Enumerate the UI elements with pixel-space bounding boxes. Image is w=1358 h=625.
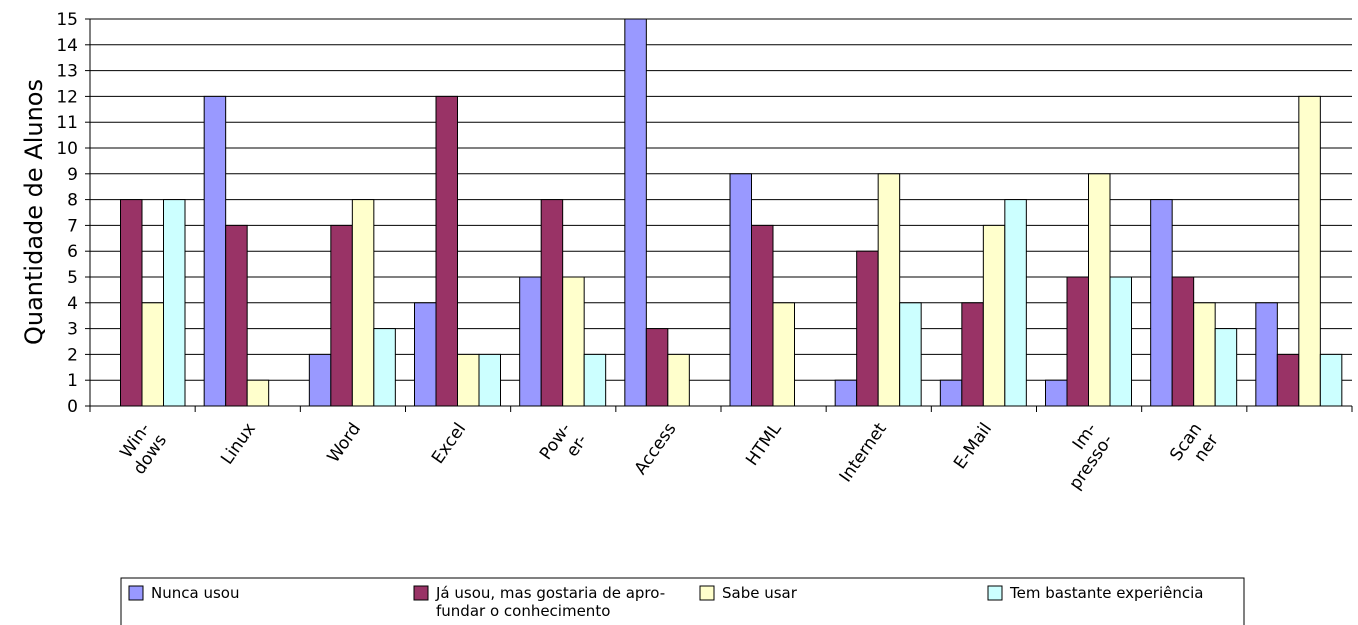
x-category-label: Im-presso-: [1049, 419, 1118, 493]
y-tick-label: 11: [56, 113, 78, 133]
x-category-label: Linux: [217, 419, 260, 468]
y-tick-label: 9: [67, 165, 78, 185]
legend-swatch: [413, 585, 429, 601]
bar: [961, 302, 984, 407]
y-tick-label: 5: [67, 268, 78, 288]
bar: [645, 328, 669, 407]
bar: [939, 379, 963, 407]
legend-frame: [120, 577, 1245, 625]
bar: [1109, 276, 1132, 407]
bar: [246, 379, 270, 407]
bar: [1171, 276, 1195, 407]
bar: [1004, 199, 1027, 407]
grid-lines: [90, 18, 1352, 381]
legend-label: Tem bastante experiência: [1009, 584, 1203, 602]
legend: Nunca usou Já usou, mas gostaria de apro-…: [120, 577, 1245, 625]
bar: [1298, 95, 1321, 407]
legend-swatch: [699, 585, 715, 601]
y-tick-label: 6: [67, 242, 78, 262]
y-tick-label: 15: [56, 10, 78, 30]
bar: [457, 353, 480, 407]
bar: [120, 199, 143, 407]
bar: [351, 199, 375, 407]
bar: [1150, 199, 1173, 407]
bar: [1319, 353, 1343, 407]
bar: [225, 224, 248, 407]
y-tick-label: 2: [67, 345, 78, 365]
y-axis-label: Quantidade de Alunos: [20, 79, 48, 345]
bar: [519, 276, 542, 407]
x-category-labels: Win-dows Linux Word Excel Pow-er- Access HTML I…: [113, 419, 1222, 494]
x-category-label: Win-dows: [113, 419, 171, 478]
bar: [1066, 276, 1089, 407]
x-category-label: Excel: [428, 419, 470, 467]
bar: [540, 199, 564, 407]
bar: [877, 173, 901, 407]
bar: [203, 95, 227, 407]
y-tick-label: 3: [67, 320, 78, 340]
bars: [120, 18, 1343, 407]
bar: [729, 173, 752, 407]
bar: [899, 302, 922, 407]
bar: [478, 353, 501, 407]
bar: [562, 276, 585, 407]
x-category-label: Word: [324, 419, 365, 466]
bar: [834, 379, 858, 407]
bar: [330, 224, 353, 407]
x-category-label: Access: [631, 419, 681, 478]
x-category-label: E-Mail: [950, 419, 996, 473]
bar: [1045, 379, 1068, 407]
legend-label: Nunca usou: [151, 584, 239, 602]
y-tick-label: 1: [67, 371, 78, 391]
bar: [435, 95, 458, 407]
bar: [982, 224, 1006, 407]
bar: [308, 353, 332, 407]
y-tick-label: 10: [56, 139, 78, 159]
y-tick-label: 8: [67, 191, 78, 211]
bar: [163, 199, 186, 407]
bar: [856, 250, 879, 407]
y-tick-label: 7: [67, 216, 78, 236]
bar: [1276, 353, 1300, 407]
x-category-label: Pow-er-: [536, 419, 592, 475]
y-tick-label: 0: [67, 397, 78, 417]
bar: [414, 302, 437, 407]
axes: [85, 18, 1353, 412]
legend-swatch: [128, 585, 144, 601]
y-tick-label: 4: [67, 294, 78, 314]
x-category-label: Internet: [836, 419, 891, 486]
bar: [1088, 173, 1111, 407]
bar: [667, 353, 690, 407]
bar: [772, 302, 795, 407]
y-tick-label: 13: [56, 62, 78, 82]
bar: [1214, 328, 1238, 407]
bar: [1193, 302, 1216, 407]
legend-label: Sabe usar: [722, 584, 798, 602]
bar: [141, 302, 164, 407]
legend-swatch: [987, 585, 1003, 601]
y-tick-label: 14: [56, 36, 78, 56]
bar: [373, 328, 396, 407]
x-category-label: Scanner: [1166, 419, 1222, 476]
bar: [624, 18, 647, 407]
bar: [583, 353, 607, 407]
x-category-label: HTML: [742, 419, 786, 470]
legend-label: Já usou, mas gostaria de apro-fundar o c…: [435, 584, 665, 620]
bar: [1255, 302, 1278, 407]
y-tick-label: 12: [56, 87, 78, 107]
bar: [751, 224, 774, 407]
